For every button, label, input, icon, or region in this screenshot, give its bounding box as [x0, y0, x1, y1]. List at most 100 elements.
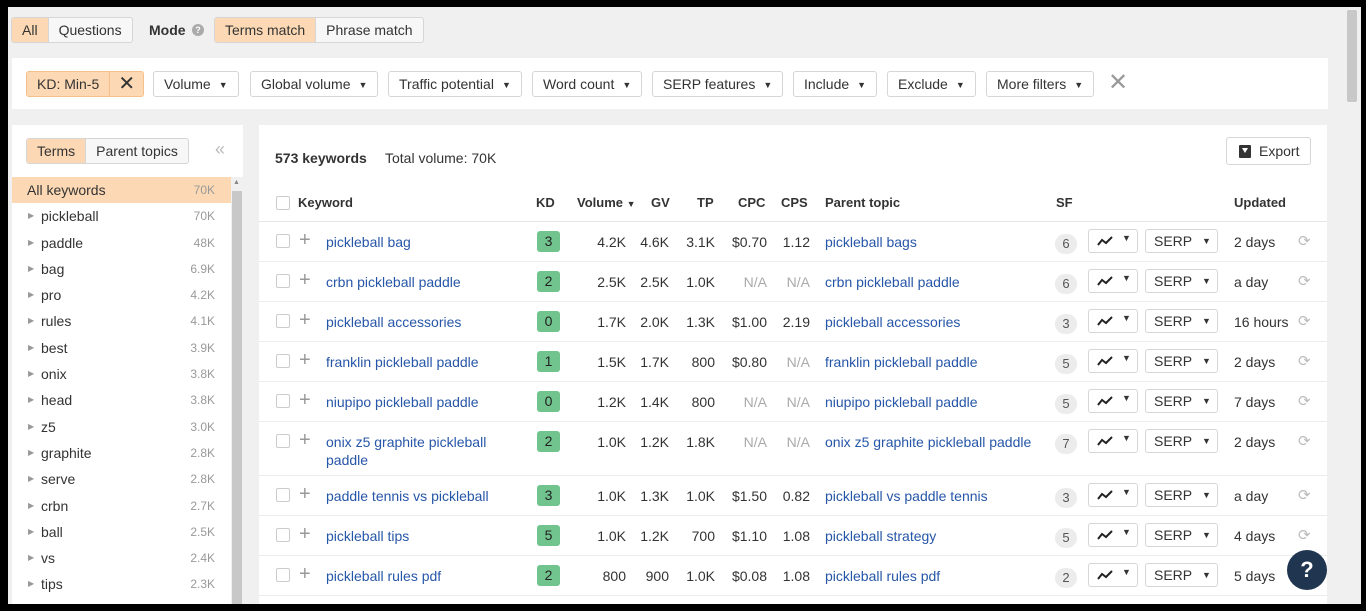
page-scrollbar[interactable] [1343, 7, 1361, 604]
expand-arrow-icon[interactable]: ▶ [28, 421, 35, 431]
term-item[interactable]: ▶ onix 3.8K [12, 361, 231, 387]
row-checkbox[interactable] [276, 488, 290, 502]
parent-topic-link[interactable]: crbn pickleball paddle [825, 274, 960, 290]
keyword-link[interactable]: paddle tennis vs pickleball [326, 488, 489, 504]
serp-dropdown[interactable]: SERP ▼ [1145, 483, 1218, 507]
volume-filter[interactable]: Volume ▼ [153, 71, 239, 97]
parent-topic-link[interactable]: onix z5 graphite pickleball paddle [825, 434, 1032, 450]
parent-topic-link[interactable]: pickleball accessories [825, 314, 961, 330]
serp-dropdown[interactable]: SERP ▼ [1145, 563, 1218, 587]
serp-features-count[interactable]: 3 [1055, 314, 1077, 334]
refresh-icon[interactable]: ⟳ [1298, 353, 1311, 370]
row-checkbox[interactable] [276, 234, 290, 248]
row-checkbox[interactable] [276, 394, 290, 408]
term-item[interactable]: ▶ tips 2.3K [12, 571, 231, 597]
col-gv[interactable]: GV [651, 195, 670, 210]
clear-filters-icon[interactable]: ✕ [1108, 69, 1129, 96]
col-cpc[interactable]: CPC [738, 195, 766, 210]
serp-features-count[interactable]: 7 [1055, 434, 1077, 454]
serp-features-count[interactable]: 3 [1055, 488, 1077, 508]
refresh-icon[interactable]: ⟳ [1298, 527, 1311, 544]
trend-dropdown[interactable]: ▼ [1088, 229, 1138, 253]
term-item[interactable]: ▶ head 3.8K [12, 387, 231, 413]
add-to-list-icon[interactable]: + [299, 269, 311, 291]
scrollbar-thumb[interactable] [1347, 10, 1357, 102]
row-checkbox[interactable] [276, 354, 290, 368]
serp-dropdown[interactable]: SERP ▼ [1145, 349, 1218, 373]
term-item[interactable]: ▶ z5 3.0K [12, 414, 231, 440]
refresh-icon[interactable]: ⟳ [1298, 433, 1311, 450]
term-item[interactable]: ▶ crbn 2.7K [12, 493, 231, 519]
parent-topic-link[interactable]: pickleball rules pdf [825, 568, 941, 584]
tab-parent-topics[interactable]: Parent topics [96, 143, 178, 159]
tab-terms[interactable]: Terms [27, 139, 87, 163]
trend-dropdown[interactable]: ▼ [1088, 349, 1138, 373]
expand-arrow-icon[interactable]: ▶ [28, 447, 35, 457]
keyword-link[interactable]: franklin pickleball paddle [326, 354, 479, 370]
serp-features-count[interactable]: 5 [1055, 394, 1077, 414]
tab-questions[interactable]: Questions [58, 22, 122, 38]
serp-features-count[interactable]: 6 [1055, 234, 1077, 254]
scrollbar-thumb[interactable] [232, 191, 242, 604]
help-icon[interactable]: ? [192, 24, 204, 36]
serp-features-filter[interactable]: SERP features ▼ [652, 71, 784, 97]
global-volume-filter[interactable]: Global volume ▼ [250, 71, 379, 97]
serp-dropdown[interactable]: SERP ▼ [1145, 389, 1218, 413]
term-item[interactable]: ▶ pickleball 70K [12, 203, 231, 229]
add-to-list-icon[interactable]: + [299, 523, 311, 545]
add-to-list-icon[interactable]: + [299, 349, 311, 371]
keyword-link[interactable]: pickleball rules pdf [326, 568, 442, 584]
col-tp[interactable]: TP [697, 195, 714, 210]
expand-arrow-icon[interactable]: ▶ [28, 290, 35, 300]
expand-arrow-icon[interactable]: ▶ [28, 474, 35, 484]
trend-dropdown[interactable]: ▼ [1088, 309, 1138, 333]
tab-phrase-match[interactable]: Phrase match [326, 22, 413, 38]
expand-arrow-icon[interactable]: ▶ [28, 500, 35, 510]
term-item[interactable]: ▶ serve 2.8K [12, 466, 231, 492]
row-checkbox[interactable] [276, 434, 290, 448]
expand-arrow-icon[interactable]: ▶ [28, 342, 35, 352]
keyword-link[interactable]: onix z5 graphite pickleball paddle [326, 434, 487, 468]
term-item[interactable]: ▶ pro 4.2K [12, 282, 231, 308]
serp-dropdown[interactable]: SERP ▼ [1145, 229, 1218, 253]
serp-dropdown[interactable]: SERP ▼ [1145, 269, 1218, 293]
parent-topic-link[interactable]: pickleball strategy [825, 528, 937, 544]
kd-filter-chip[interactable]: KD: Min-5 ✕ [26, 71, 145, 97]
expand-arrow-icon[interactable]: ▶ [28, 579, 35, 589]
col-volume[interactable]: Volume ▼ [577, 195, 636, 210]
trend-dropdown[interactable]: ▼ [1088, 563, 1138, 587]
word-count-filter[interactable]: Word count ▼ [532, 71, 643, 97]
add-to-list-icon[interactable]: + [299, 563, 311, 585]
help-button[interactable]: ? [1287, 550, 1327, 590]
serp-features-count[interactable]: 5 [1055, 354, 1077, 374]
add-to-list-icon[interactable]: + [299, 229, 311, 251]
keyword-link[interactable]: pickleball accessories [326, 314, 462, 330]
term-item[interactable]: ▶ rules 4.1K [12, 308, 231, 334]
expand-arrow-icon[interactable]: ▶ [28, 237, 35, 247]
serp-features-count[interactable]: 5 [1055, 528, 1077, 548]
scroll-up-icon[interactable]: ▲ [233, 179, 240, 186]
keyword-link[interactable]: crbn pickleball paddle [326, 274, 461, 290]
row-checkbox[interactable] [276, 274, 290, 288]
col-kd[interactable]: KD [536, 195, 555, 210]
term-all-keywords[interactable]: All keywords 70K [12, 177, 231, 204]
parent-topic-link[interactable]: pickleball bags [825, 234, 917, 250]
trend-dropdown[interactable]: ▼ [1088, 523, 1138, 547]
col-cps[interactable]: CPS [781, 195, 808, 210]
refresh-icon[interactable]: ⟳ [1298, 487, 1311, 504]
term-item[interactable]: ▶ bag 6.9K [12, 256, 231, 282]
select-all-checkbox[interactable] [276, 196, 290, 210]
refresh-icon[interactable]: ⟳ [1298, 273, 1311, 290]
term-item[interactable]: ▶ ball 2.5K [12, 519, 231, 545]
refresh-icon[interactable]: ⟳ [1298, 393, 1311, 410]
serp-features-count[interactable]: 2 [1055, 568, 1077, 588]
expand-arrow-icon[interactable]: ▶ [28, 316, 35, 326]
parent-topic-link[interactable]: niupipo pickleball paddle [825, 394, 978, 410]
keyword-link[interactable]: pickleball bag [326, 234, 411, 250]
col-keyword[interactable]: Keyword [298, 195, 353, 210]
col-parent-topic[interactable]: Parent topic [825, 195, 901, 210]
export-button[interactable]: Export [1226, 137, 1311, 165]
row-checkbox[interactable] [276, 528, 290, 542]
col-updated[interactable]: Updated [1234, 195, 1286, 210]
term-item[interactable]: ▶ graphite 2.8K [12, 440, 231, 466]
